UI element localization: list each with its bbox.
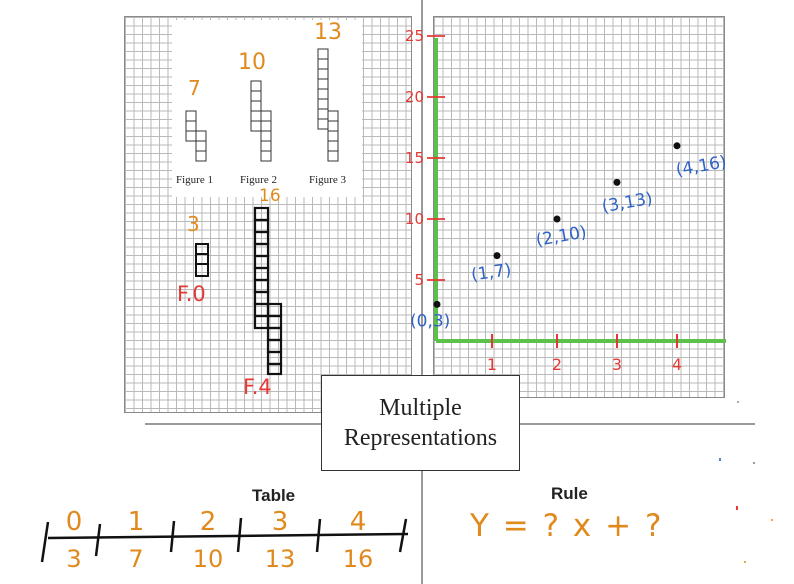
table-bottom-value: 7 (128, 545, 143, 573)
stray-dot (736, 506, 738, 510)
stray-dot (737, 401, 739, 403)
data-point (433, 300, 441, 308)
figure-4-blocks (253, 206, 283, 376)
figure-2-count: 10 (238, 50, 266, 75)
y-tick-label: 25 (405, 27, 424, 45)
table-bottom-value: 3 (66, 545, 81, 573)
figure-4-count: 16 (259, 186, 281, 206)
stray-dot (771, 519, 773, 521)
point-label: (3,13) (600, 189, 654, 218)
data-point (673, 142, 681, 150)
point-label: (0,3) (410, 311, 450, 331)
figure-1-blocks (185, 110, 207, 162)
point-label: (4,16) (674, 152, 728, 181)
y-tick-label: 10 (405, 210, 424, 228)
rule-label: Rule (551, 484, 588, 503)
vertical-divider (421, 0, 423, 584)
table-bottom-value: 16 (343, 545, 374, 573)
table-top-value: 2 (200, 507, 217, 537)
point-label: (1,7) (470, 260, 513, 285)
figure-3-blocks (317, 48, 339, 162)
figure-0-label: F.0 (177, 282, 206, 306)
y-tick-label: 5 (414, 271, 424, 289)
figure-0-count: 3 (187, 212, 200, 236)
table-top-value: 4 (350, 507, 367, 537)
data-point (493, 252, 501, 260)
stray-dot (753, 462, 755, 464)
table-top-value: 3 (272, 507, 289, 537)
figure-4-label: F.4 (243, 375, 272, 399)
table-top-value: 1 (128, 507, 145, 537)
x-tick-label: 3 (612, 355, 622, 374)
y-tick-label: 15 (405, 149, 424, 167)
y-tick-label: 20 (405, 88, 424, 106)
stray-dot (744, 561, 746, 563)
figure-2-blocks (250, 80, 272, 162)
figure-1-count: 7 (188, 76, 201, 100)
title-box: Multiple Representations (321, 375, 520, 471)
x-tick-label: 1 (487, 355, 497, 374)
table-bottom-value: 13 (265, 545, 296, 573)
title-line-2: Representations (343, 425, 498, 451)
point-label: (2,10) (534, 222, 588, 251)
rule-equation: Y = ? x + ? (470, 508, 664, 544)
x-tick-label: 2 (552, 355, 562, 374)
data-point (553, 215, 561, 223)
x-tick-label: 4 (672, 355, 682, 374)
table-label: Table (252, 486, 296, 505)
figure-3-count: 13 (314, 20, 342, 45)
title-line-1: Multiple (379, 395, 462, 421)
figures-panel (172, 20, 362, 197)
graph-grid (433, 16, 725, 398)
table-top-value: 0 (66, 507, 83, 537)
table-number-line (40, 517, 409, 563)
data-point (613, 178, 621, 186)
table-bottom-value: 10 (193, 545, 224, 573)
figure-3-label: Figure 3 (309, 174, 346, 186)
stray-dot (719, 458, 721, 461)
figure-0-blocks (195, 243, 209, 277)
figure-1-label: Figure 1 (176, 174, 213, 186)
figure-2-label: Figure 2 (240, 174, 277, 186)
